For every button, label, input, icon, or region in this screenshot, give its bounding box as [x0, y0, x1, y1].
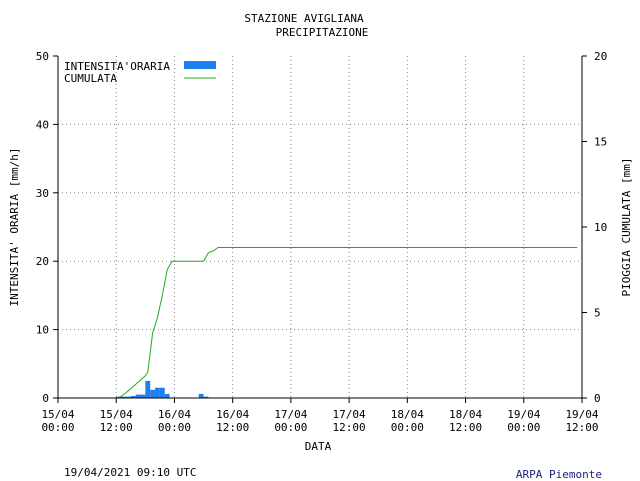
bar: [198, 393, 204, 398]
line-series: [58, 247, 578, 399]
x-axis-label: DATA: [305, 440, 332, 453]
x-tick-label-time: 00:00: [274, 421, 307, 434]
bar: [125, 396, 131, 398]
bar: [145, 380, 151, 398]
cumulative-line: [58, 247, 578, 399]
chart-subtitle: PRECIPITAZIONE: [276, 26, 369, 39]
credit: ARPA Piemonte: [515, 468, 602, 481]
left-tick-label: 30: [36, 187, 49, 200]
bar-series: [116, 380, 209, 398]
x-tick-label-date: 16/04: [158, 408, 191, 421]
left-tick-label: 20: [36, 255, 49, 268]
x-tick-label-time: 12:00: [216, 421, 249, 434]
bar: [155, 387, 160, 398]
right-tick-label: 10: [594, 221, 607, 234]
bar: [135, 394, 141, 398]
bar: [150, 389, 156, 398]
x-tick-label-date: 15/04: [100, 408, 133, 421]
left-tick-label: 0: [42, 392, 49, 405]
bar: [116, 396, 122, 398]
legend-swatch-intensity: [184, 61, 216, 69]
x-tick-label-date: 15/04: [41, 408, 74, 421]
right-tick-label: 5: [594, 307, 601, 320]
right-tick-label: 15: [594, 136, 607, 149]
bar: [164, 393, 170, 398]
bar: [121, 396, 126, 398]
bar: [130, 395, 136, 398]
bar: [203, 396, 209, 398]
bar: [159, 387, 165, 398]
x-tick-label-date: 19/04: [507, 408, 540, 421]
x-tick-label-date: 19/04: [565, 408, 598, 421]
chart-title: STAZIONE AVIGLIANA: [244, 12, 364, 25]
x-tick-label-date: 17/04: [333, 408, 366, 421]
left-axis-label: INTENSITA' ORARIA [mm/h]: [8, 148, 21, 307]
x-tick-label-date: 16/04: [216, 408, 249, 421]
x-tick-label-time: 12:00: [333, 421, 366, 434]
x-tick-label-date: 18/04: [391, 408, 424, 421]
tick-labels: 15/0400:0015/0412:0016/0400:0016/0412:00…: [36, 50, 608, 434]
x-tick-label-date: 17/04: [274, 408, 307, 421]
right-tick-label: 0: [594, 392, 601, 405]
x-tick-label-time: 12:00: [100, 421, 133, 434]
axes: [53, 55, 587, 403]
x-tick-label-time: 00:00: [391, 421, 424, 434]
x-tick-label-time: 00:00: [41, 421, 74, 434]
grid-lines: [58, 56, 582, 398]
left-tick-label: 40: [36, 118, 49, 131]
left-tick-label: 50: [36, 50, 49, 63]
right-axis-label: PIOGGIA CUMULATA [mm]: [620, 157, 633, 296]
bar: [140, 394, 146, 398]
x-tick-label-time: 12:00: [449, 421, 482, 434]
legend-label-cumulative: CUMULATA: [64, 72, 117, 85]
timestamp: 19/04/2021 09:10 UTC: [64, 466, 197, 479]
right-tick-label: 20: [594, 50, 607, 63]
x-tick-label-time: 00:00: [158, 421, 191, 434]
left-tick-label: 10: [36, 324, 49, 337]
legend: INTENSITA'ORARIA CUMULATA: [64, 60, 216, 85]
x-tick-label-date: 18/04: [449, 408, 482, 421]
legend-label-intensity: INTENSITA'ORARIA: [64, 60, 170, 73]
x-tick-label-time: 12:00: [565, 421, 598, 434]
x-tick-label-time: 00:00: [507, 421, 540, 434]
